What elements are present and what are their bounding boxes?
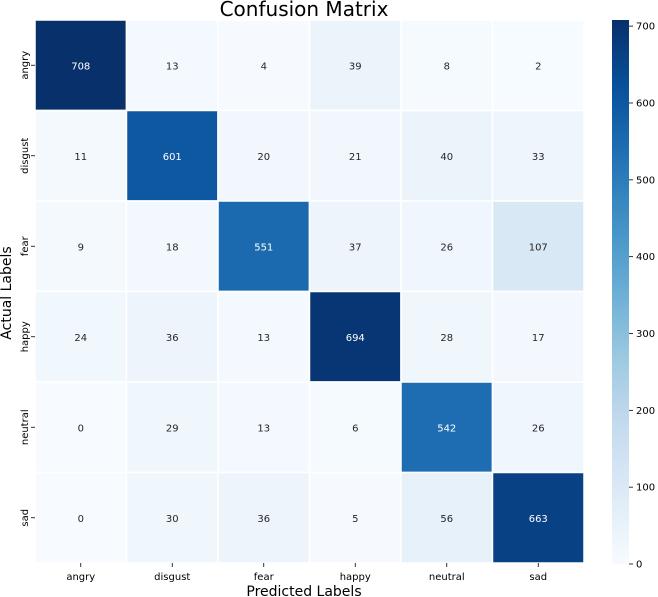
- x-tick-label: disgust: [154, 572, 190, 583]
- cell-value-label: 5: [352, 514, 358, 525]
- cell-value-label: 708: [71, 61, 90, 72]
- heatmap-cell: [34, 290, 128, 383]
- cell-value-label: 18: [166, 242, 179, 253]
- y-tick-label: happy: [20, 321, 31, 352]
- cell-value-label: 0: [78, 423, 84, 434]
- cell-value-label: 36: [257, 514, 270, 525]
- heatmap-cell: [400, 290, 494, 383]
- heatmap-cell-labels: 708 13 4 39 8 2 11 601 20 21 40 33 9 18 551 37 26 107 24 36…: [71, 61, 548, 525]
- heatmap-cell: [400, 381, 494, 474]
- y-tick-label: disgust: [20, 138, 31, 174]
- cell-value-label: 601: [163, 152, 182, 163]
- x-axis-ticks: angry disgust fear happy neutral sad: [66, 563, 547, 583]
- cell-value-label: 4: [261, 61, 267, 72]
- cell-value-label: 24: [74, 333, 87, 344]
- colorbar-tick-label: 700: [636, 22, 655, 33]
- cell-value-label: 40: [440, 152, 453, 163]
- y-axis-ticks: angry disgust fear happy neutral sad: [20, 51, 35, 527]
- cell-value-label: 6: [352, 423, 358, 434]
- y-tick-label: fear: [20, 235, 31, 256]
- y-axis-label: Actual Labels: [0, 246, 15, 339]
- x-tick-label: neutral: [429, 572, 465, 583]
- cell-value-label: 17: [532, 333, 545, 344]
- cell-value-label: 20: [257, 152, 270, 163]
- heatmap-cell: [217, 290, 311, 383]
- cell-value-label: 11: [74, 152, 87, 163]
- heatmap-cell: [491, 200, 585, 293]
- x-tick-label: angry: [66, 572, 95, 583]
- cell-value-label: 694: [346, 333, 365, 344]
- cell-value-label: 28: [440, 333, 453, 344]
- cell-value-label: 39: [349, 61, 362, 72]
- colorbar-tick-label: 500: [636, 175, 655, 186]
- cell-value-label: 13: [257, 333, 270, 344]
- cell-value-label: 26: [440, 242, 453, 253]
- cell-value-label: 551: [254, 242, 273, 253]
- colorbar-tick-label: 100: [636, 483, 655, 494]
- cell-value-label: 663: [529, 514, 548, 525]
- cell-value-label: 56: [440, 514, 453, 525]
- y-tick-label: neutral: [20, 409, 31, 445]
- heatmap-cell: [308, 200, 402, 293]
- cell-value-label: 2: [535, 61, 541, 72]
- y-tick-label: sad: [20, 509, 31, 527]
- heatmap-cell: [34, 381, 128, 474]
- heatmap-cell: [308, 290, 402, 383]
- cell-value-label: 36: [166, 333, 179, 344]
- colorbar-tick-label: 400: [636, 252, 655, 263]
- heatmap-cell: [217, 381, 311, 474]
- heatmap-cell: [491, 109, 585, 202]
- cell-value-label: 33: [532, 152, 545, 163]
- heatmap-cell: [400, 200, 494, 293]
- cell-value-label: 9: [78, 242, 84, 253]
- heatmap-cells: [34, 19, 585, 564]
- x-tick-label: fear: [254, 572, 275, 583]
- colorbar-gradient: [612, 20, 629, 564]
- cell-value-label: 107: [529, 242, 548, 253]
- colorbar-tick-label: 300: [636, 329, 655, 340]
- heatmap-cell: [491, 19, 585, 112]
- colorbar-tick-label: 600: [636, 98, 655, 109]
- cell-value-label: 26: [532, 423, 545, 434]
- heatmap-cell: [125, 19, 219, 112]
- heatmap-cell: [491, 381, 585, 474]
- heatmap-cell: [125, 109, 219, 202]
- heatmap-cell: [308, 109, 402, 202]
- chart-title: Confusion Matrix: [220, 0, 389, 21]
- colorbar: 0 100 200 300 400 500 600 700: [612, 20, 655, 571]
- cell-value-label: 37: [349, 242, 362, 253]
- heatmap-cell: [308, 381, 402, 474]
- x-tick-label: sad: [529, 572, 547, 583]
- heatmap-cell: [491, 471, 585, 564]
- heatmap-cell: [491, 290, 585, 383]
- x-axis-label: Predicted Labels: [246, 584, 361, 597]
- cell-value-label: 542: [437, 423, 456, 434]
- heatmap-cell: [217, 19, 311, 112]
- x-tick-label: happy: [340, 572, 371, 583]
- cell-value-label: 29: [166, 423, 179, 434]
- y-tick-label: angry: [20, 51, 31, 80]
- colorbar-tick-label: 200: [636, 406, 655, 417]
- colorbar-tick-label: 0: [636, 560, 642, 571]
- cell-value-label: 8: [444, 61, 450, 72]
- heatmap-cell: [34, 19, 128, 112]
- heatmap-cell: [125, 200, 219, 293]
- cell-value-label: 0: [78, 514, 84, 525]
- heatmap-cell: [34, 471, 128, 564]
- cell-value-label: 13: [166, 61, 179, 72]
- cell-value-label: 13: [257, 423, 270, 434]
- cell-value-label: 21: [349, 152, 362, 163]
- heatmap-cell: [125, 290, 219, 383]
- cell-value-label: 30: [166, 514, 179, 525]
